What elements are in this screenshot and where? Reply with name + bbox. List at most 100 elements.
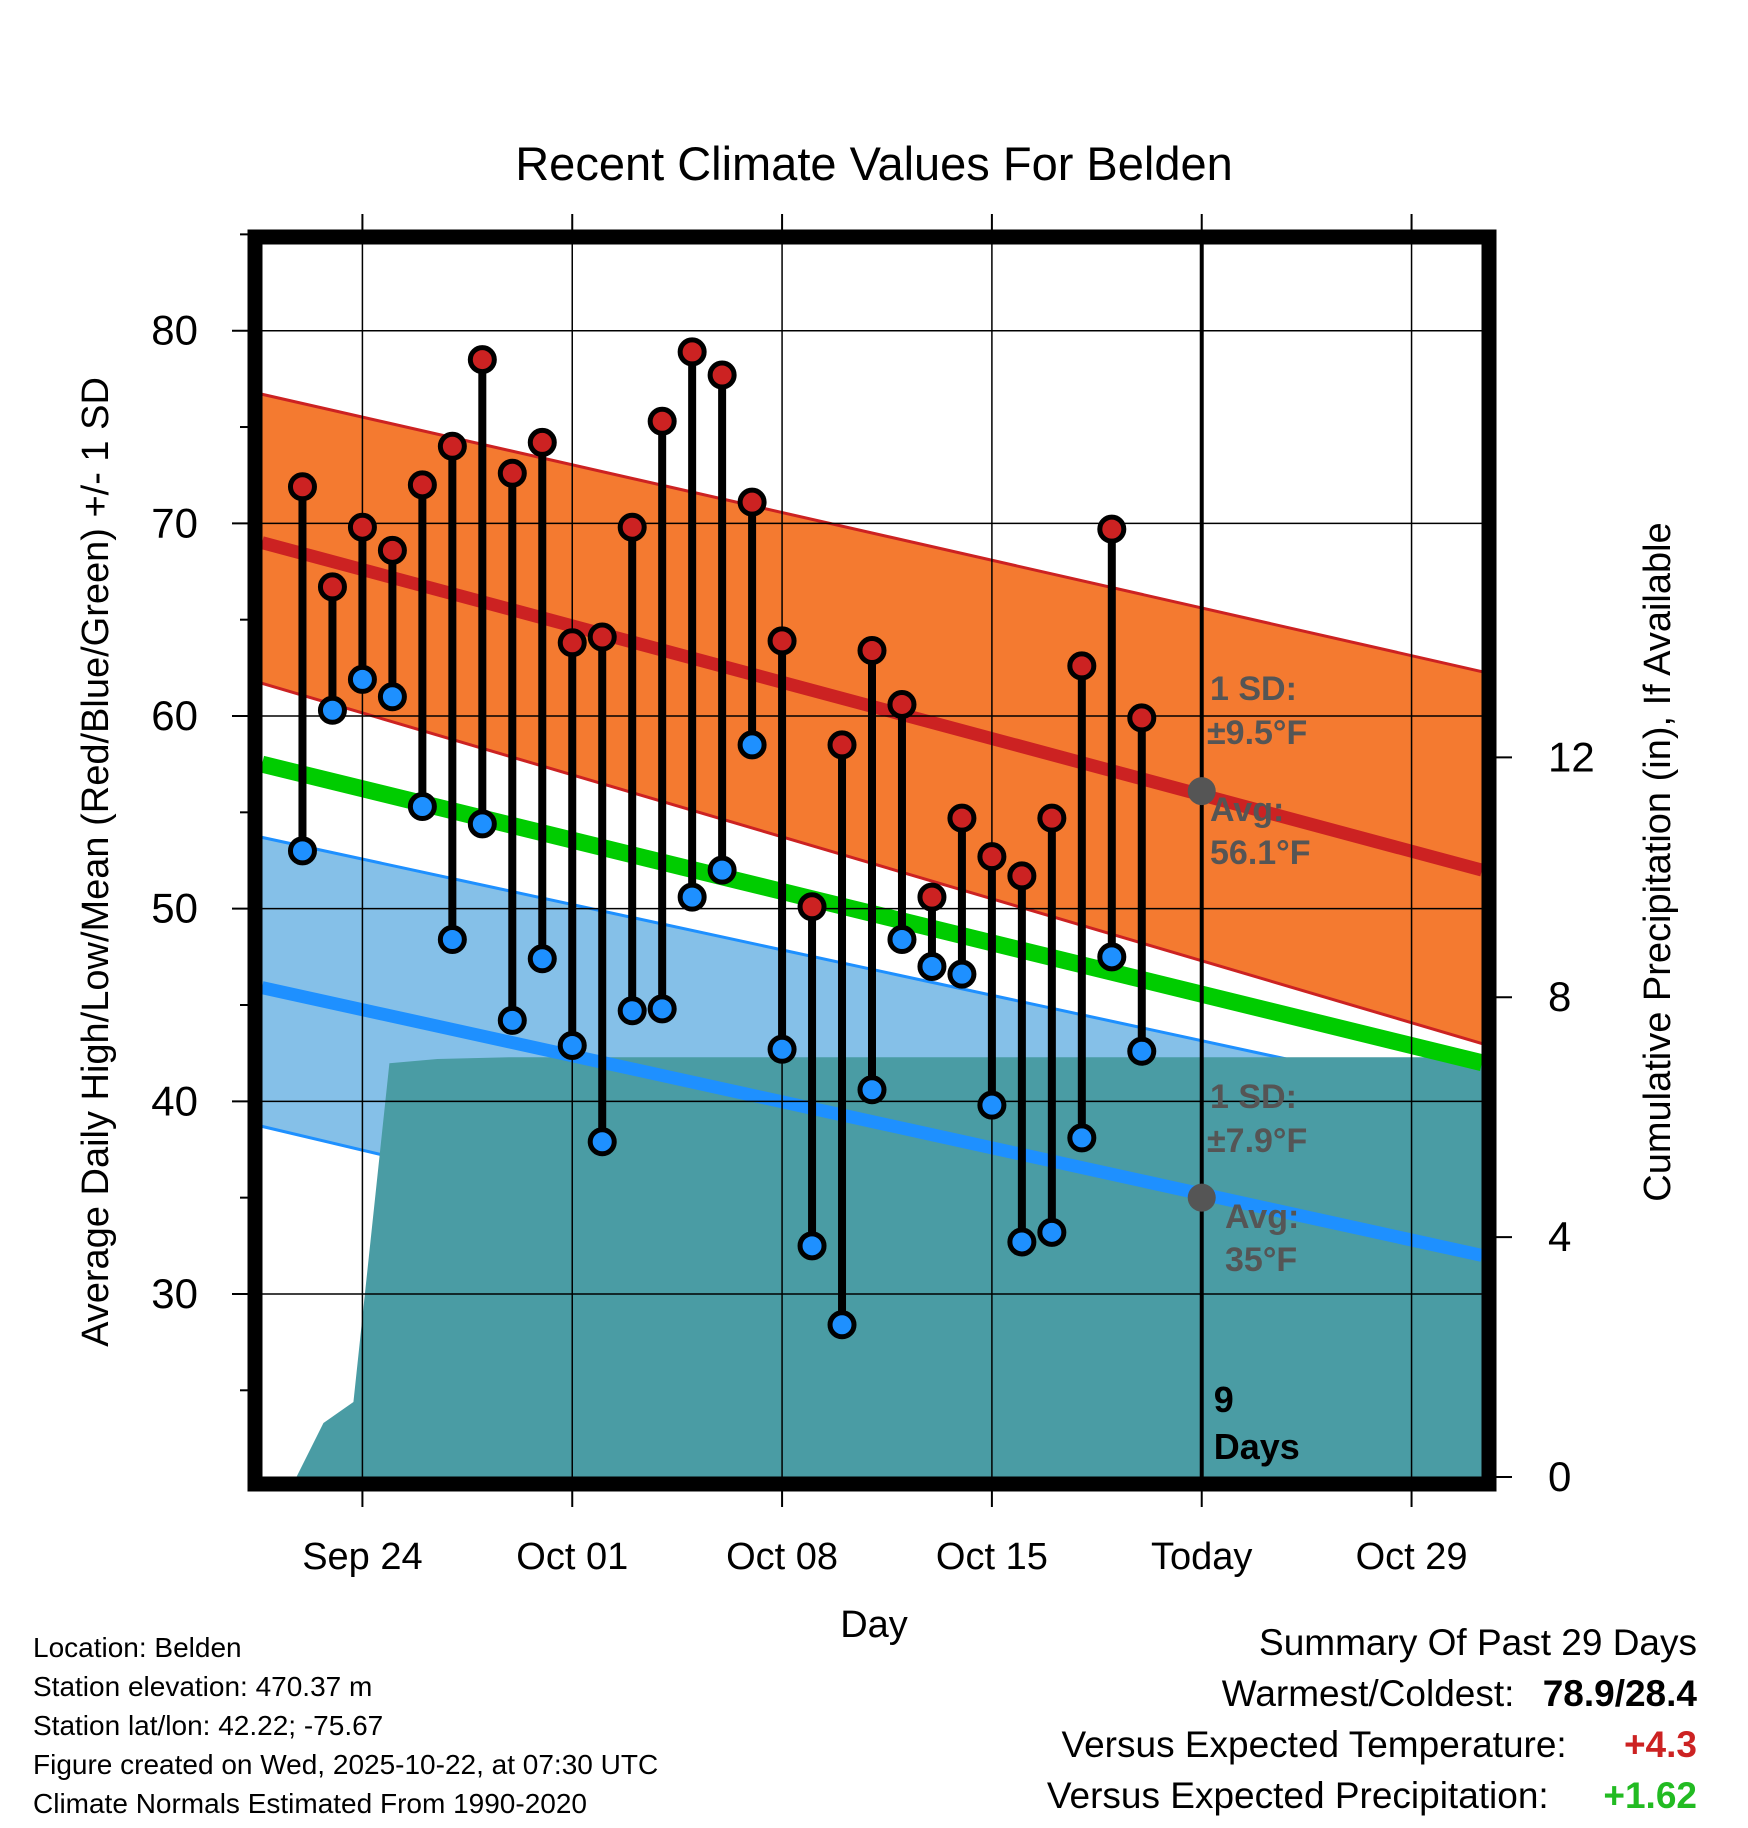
x-axis-label: Day	[840, 1604, 908, 1646]
y-tick-label: 70	[151, 499, 198, 546]
daily-high-point	[1067, 651, 1097, 681]
summary-temp: Versus Expected Temperature: +4.3	[1061, 1724, 1697, 1766]
daily-low-point	[857, 1075, 887, 1105]
daily-high-point	[677, 337, 707, 367]
today-days-label: Days	[1214, 1426, 1300, 1467]
summary-title: Summary Of Past 29 Days	[1259, 1622, 1697, 1663]
x-tick-label: Oct 08	[726, 1536, 838, 1578]
temp-value: +4.3	[1623, 1724, 1697, 1765]
normal-low-line	[260, 981, 1484, 1262]
daily-high-point	[587, 622, 617, 652]
daily-low-point	[617, 996, 647, 1026]
daily-low-point	[647, 994, 677, 1024]
daily-high-point	[797, 892, 827, 922]
daily-low-point	[677, 882, 707, 912]
info-elevation: Station elevation: 470.37 m	[33, 1671, 373, 1702]
daily-low-point	[587, 1127, 617, 1157]
info-created: Figure created on Wed, 2025-10-22, at 07…	[33, 1749, 659, 1780]
daily-high-point	[1007, 861, 1037, 891]
low-avg-value: 35°F	[1225, 1241, 1297, 1279]
summary-warm-cold: Warmest/Coldest: 78.9/28.4	[1222, 1673, 1697, 1715]
precip-label: Versus Expected Precipitation:	[1046, 1775, 1549, 1816]
daily-low-point	[317, 695, 347, 725]
daily-high-point	[857, 636, 887, 666]
daily-low-point	[1127, 1036, 1157, 1066]
y-tick-label: 50	[151, 885, 198, 932]
daily-high-point	[1127, 703, 1157, 733]
daily-high-point	[707, 360, 737, 390]
daily-low-point	[767, 1034, 797, 1064]
x-tick-label: Sep 24	[302, 1536, 422, 1578]
daily-low-point	[917, 951, 947, 981]
high-avg-value: 56.1°F	[1210, 834, 1311, 872]
daily-high-point	[1097, 514, 1127, 544]
chart-title: Recent Climate Values For Belden	[515, 137, 1233, 190]
daily-high-point	[887, 689, 917, 719]
high-sd-value: ±9.5°F	[1207, 714, 1307, 752]
daily-low-point	[347, 664, 377, 694]
y-tick-label: 80	[151, 307, 198, 354]
x-tick-label: Oct 15	[936, 1536, 1048, 1578]
temp-label: Versus Expected Temperature:	[1061, 1724, 1567, 1765]
daily-low-point	[407, 792, 437, 822]
y2-axis-label: Cumulative Precipitation (in), If Availa…	[1637, 522, 1679, 1201]
low-avg-title: Avg:	[1225, 1198, 1299, 1236]
warm-cold-label: Warmest/Coldest:	[1221, 1673, 1515, 1714]
y2-tick-label: 12	[1548, 733, 1595, 780]
y2-tick-label: 4	[1548, 1213, 1571, 1260]
precip-value: +1.62	[1603, 1775, 1697, 1816]
y2-tick-label: 8	[1548, 973, 1571, 1020]
daily-high-point	[647, 406, 677, 436]
daily-low-point	[1007, 1227, 1037, 1257]
daily-low-point	[437, 924, 467, 954]
daily-high-point	[947, 803, 977, 833]
x-tick-label: Today	[1151, 1536, 1252, 1578]
info-location: Location: Belden	[33, 1632, 242, 1663]
today-low-avg-point	[1187, 1183, 1216, 1212]
daily-low-point	[827, 1310, 857, 1340]
daily-low-point	[527, 944, 557, 974]
info-latlon: Station lat/lon: 42.22; -75.67	[33, 1710, 384, 1741]
daily-high-point	[827, 730, 857, 760]
y2-tick-label: 0	[1548, 1453, 1571, 1500]
daily-high-point	[467, 345, 497, 375]
daily-high-point	[557, 628, 587, 658]
today-days-number: 9	[1214, 1379, 1234, 1420]
daily-high-point	[317, 572, 347, 602]
low-sd-title: 1 SD:	[1210, 1078, 1297, 1116]
daily-high-point	[377, 535, 407, 565]
daily-high-point	[977, 842, 1007, 872]
low-sd-value: ±7.9°F	[1207, 1122, 1307, 1160]
precip-area	[296, 1057, 1483, 1477]
y-tick-label: 30	[151, 1270, 198, 1317]
daily-low-point	[467, 809, 497, 839]
info-normals: Climate Normals Estimated From 1990-2020	[33, 1788, 587, 1819]
high-sd-title: 1 SD:	[1210, 670, 1297, 708]
y-axis-label: Average Daily High/Low/Mean (Red/Blue/Gr…	[75, 377, 117, 1347]
daily-low-point	[707, 855, 737, 885]
daily-low-point	[737, 730, 767, 760]
daily-low-point	[377, 682, 407, 712]
daily-high-point	[767, 626, 797, 656]
high-avg-title: Avg:	[1210, 791, 1284, 829]
daily-low-point	[947, 959, 977, 989]
y-tick-label: 60	[151, 692, 198, 739]
summary-precip: Versus Expected Precipitation: +1.62	[1047, 1775, 1697, 1817]
daily-high-point	[527, 427, 557, 457]
x-tick-label: Oct 29	[1356, 1536, 1468, 1578]
daily-high-point	[497, 458, 527, 488]
y-tick-label: 40	[151, 1077, 198, 1124]
plot-frame	[247, 229, 1497, 1492]
x-tick-label: Oct 01	[516, 1536, 628, 1578]
daily-low-point	[1067, 1123, 1097, 1153]
daily-high-point	[407, 470, 437, 500]
daily-low-point	[1097, 942, 1127, 972]
daily-low-point	[977, 1090, 1007, 1120]
daily-high-point	[1037, 803, 1067, 833]
daily-high-point	[737, 487, 767, 517]
daily-low-point	[1037, 1217, 1067, 1247]
daily-high-point	[917, 882, 947, 912]
warm-cold-value: 78.9/28.4	[1542, 1673, 1697, 1714]
daily-high-point	[347, 512, 377, 542]
